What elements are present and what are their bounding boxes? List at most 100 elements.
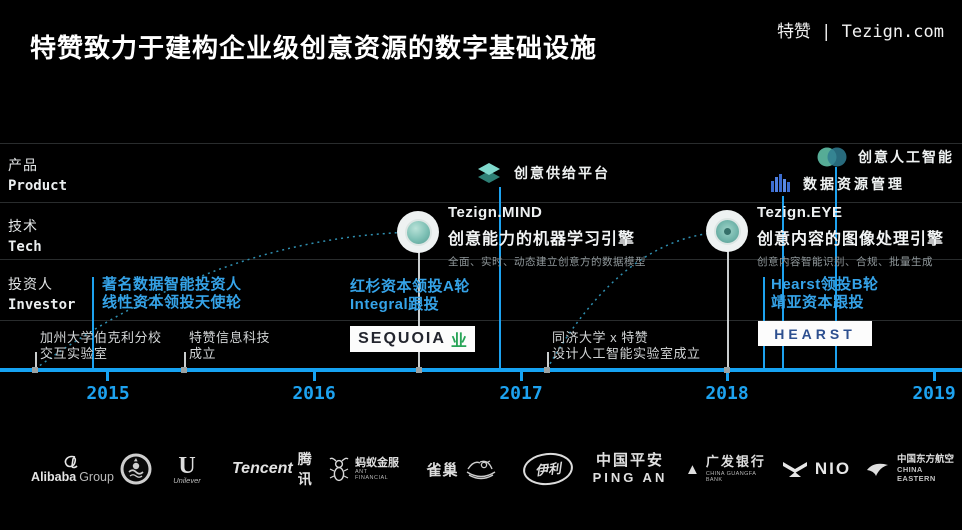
row-label-product: 产品 Product xyxy=(8,155,67,194)
year-tick-2019 xyxy=(933,368,936,381)
guangfa-zh: 广发银行 xyxy=(705,453,766,469)
investor-angel-line1: 著名数据智能投资人 xyxy=(102,276,242,293)
partner-nio: NIO xyxy=(780,444,852,494)
milestone-berkeley: 加州大学伯克利分校 交互实验室 xyxy=(40,330,162,362)
ant-zh: 蚂蚁金服 xyxy=(355,456,399,469)
hearst-logo-text: HEARST xyxy=(774,325,856,342)
alibaba-name: Alibaba xyxy=(31,469,77,484)
nestle-zh: 雀巢 xyxy=(426,461,459,479)
partner-ant-financial: 蚂蚁金服 ANT FINANCIAL xyxy=(328,444,402,494)
mind-title: 创意能力的机器学习引擎 xyxy=(448,231,636,248)
milestone-berkeley-line1: 加州大学伯克利分校 xyxy=(40,330,162,345)
partner-unilever: U Unilever xyxy=(165,444,209,494)
connector-line-supply-platform xyxy=(499,187,501,368)
partner-yili: 伊利 xyxy=(520,444,576,494)
milestone-founding-line1: 特赞信息科技 xyxy=(189,330,271,345)
yili-oval-icon: 伊利 xyxy=(521,450,575,488)
partner-alibaba: Alibaba Group xyxy=(25,444,120,494)
ant-en: ANT FINANCIAL xyxy=(355,469,389,482)
eye-title: 创意内容的图像处理引擎 xyxy=(757,231,945,248)
row-label-product-zh: 产品 xyxy=(8,157,38,173)
eye-name: Tezign.EYE xyxy=(757,204,843,221)
sequoia-logo-text: SEQUOIA xyxy=(358,330,446,347)
divider-line xyxy=(0,202,962,203)
connector-line-berkeley xyxy=(35,352,37,368)
investor-series-a-block: 红杉资本领投A轮 Integral跟投 xyxy=(350,278,470,314)
tech-mind-block: Tezign.MIND 创意能力的机器学习引擎 全面、实时、动态建立创意方的数据… xyxy=(448,204,646,269)
brand-link[interactable]: 特赞 | Tezign.com xyxy=(776,22,944,42)
unilever-script: Unilever xyxy=(173,476,201,486)
partner-china-eastern: 中国东方航空 CHINA EASTERN xyxy=(866,444,960,494)
year-label-2017: 2017 xyxy=(499,383,543,404)
eye-desc: 创意内容智能识别、合规、批量生成 xyxy=(757,256,933,268)
partner-nestle: 雀巢 xyxy=(420,444,504,494)
year-label-2018: 2018 xyxy=(705,383,749,404)
data-bars-icon xyxy=(769,171,793,196)
product-creative-ai: 创意人工智能 xyxy=(815,146,954,168)
guangfa-triangle-icon: ▲ xyxy=(685,460,700,478)
alibaba-suffix: Group xyxy=(79,469,114,484)
product-supply-platform: 创意供给平台 xyxy=(476,160,610,186)
nio-text: NIO xyxy=(814,459,852,478)
sequoia-logo: SEQUOIA 业 xyxy=(350,326,475,352)
milestone-founding-line2: 成立 xyxy=(189,346,217,361)
mind-desc: 全面、实时、动态建立创意方的数据模型 xyxy=(448,256,646,268)
milestone-tongji-line1: 同济大学 x 特赞 xyxy=(552,330,649,345)
pingan-zh: 中国平安 xyxy=(595,451,664,469)
connector-line-creative-ai xyxy=(835,167,837,368)
product-data-management: 数据资源管理 xyxy=(769,171,905,196)
milestone-tongji: 同济大学 x 特赞 设计人工智能实验室成立 xyxy=(552,330,701,362)
row-label-tech: 技术 Tech xyxy=(8,216,42,255)
investor-series-b-line1: Hearst领投B轮 xyxy=(771,276,879,293)
swallow-icon xyxy=(866,460,892,478)
nio-emblem-icon xyxy=(781,460,809,478)
event-marker xyxy=(32,367,38,373)
milestone-berkeley-line2: 交互实验室 xyxy=(40,346,108,361)
divider-line xyxy=(0,259,962,260)
divider-line xyxy=(0,143,962,144)
year-label-2016: 2016 xyxy=(292,383,336,404)
year-tick-2017 xyxy=(520,368,523,381)
row-label-tech-en: Tech xyxy=(8,239,42,255)
row-label-investor-zh: 投资人 xyxy=(8,276,53,292)
row-label-investor-en: Investor xyxy=(8,297,76,313)
layers-icon xyxy=(476,160,502,186)
pingan-en: PING AN xyxy=(592,470,668,486)
connector-line-angel xyxy=(92,277,94,368)
venn-circles-icon xyxy=(815,146,849,168)
tencent-en: Tencent xyxy=(232,460,293,477)
mind-name: Tezign.MIND xyxy=(448,204,543,221)
partner-guangfa: ▲ 广发银行 CHINA GUANGFA BANK xyxy=(685,444,771,494)
alibaba-script-icon xyxy=(61,454,85,469)
event-marker xyxy=(181,367,187,373)
row-label-investor: 投资人 Investor xyxy=(8,274,75,313)
page-title: 特赞致力于建构企业级创意资源的数字基础设施 xyxy=(30,33,598,63)
partner-starbucks xyxy=(115,444,157,494)
yili-zh: 伊利 xyxy=(534,460,562,479)
starbucks-siren-icon xyxy=(119,452,153,486)
investor-angel-line2: 线性资本领投天使轮 xyxy=(102,294,242,311)
mind-gear-icon xyxy=(397,211,439,253)
year-tick-2018 xyxy=(726,368,729,381)
connector-line-mind xyxy=(418,252,420,368)
guangfa-en: CHINA GUANGFA BANK xyxy=(705,471,756,484)
event-marker xyxy=(544,367,550,373)
connector-line-founding xyxy=(184,352,186,368)
divider-line xyxy=(0,320,962,321)
eye-lens-icon xyxy=(706,210,748,252)
product-data-management-label: 数据资源管理 xyxy=(803,175,905,192)
nestle-nest-icon xyxy=(464,456,498,482)
china-eastern-zh: 中国东方航空 xyxy=(897,454,955,466)
connector-line-eye xyxy=(727,251,729,368)
connector-line-data-management xyxy=(782,196,784,368)
unilever-u-icon: U xyxy=(178,452,196,479)
investor-angel-block: 著名数据智能投资人 线性资本领投天使轮 xyxy=(102,276,242,312)
timeline-axis xyxy=(0,368,962,372)
investor-series-a-line1: 红杉资本领投A轮 xyxy=(350,278,470,295)
hearst-logo: HEARST xyxy=(758,321,872,346)
china-eastern-en: CHINA EASTERN xyxy=(897,465,936,483)
product-supply-platform-label: 创意供给平台 xyxy=(514,165,610,181)
event-marker xyxy=(724,367,730,373)
